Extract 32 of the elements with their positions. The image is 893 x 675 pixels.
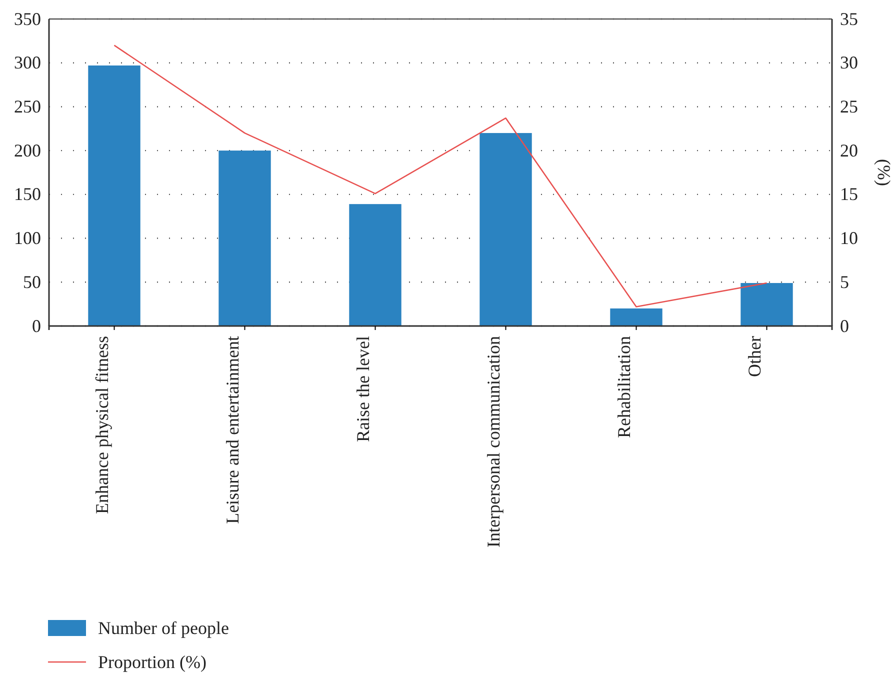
bar	[218, 150, 271, 326]
y2-tick-label: 15	[840, 184, 858, 204]
bar	[480, 133, 532, 326]
y-tick-label: 50	[23, 272, 41, 292]
y2-tick-label: 20	[840, 140, 858, 160]
y2-tick-label: 5	[840, 272, 849, 292]
y-tick-label: 150	[14, 184, 41, 204]
x-tick-label: Raise the level	[352, 336, 373, 442]
y-tick-label: 350	[14, 8, 41, 29]
x-tick-label: Interpersonal communication	[483, 336, 504, 548]
x-tick-label: Other	[744, 336, 764, 377]
x-tick-label: Enhance physical fitness	[92, 336, 112, 514]
y-tick-label: 250	[14, 96, 41, 116]
bar	[88, 65, 140, 326]
y2-tick-label: 0	[840, 316, 849, 336]
bar	[740, 283, 793, 326]
y2-tick-label: 25	[840, 96, 858, 116]
y2-axis-title: (%)	[874, 159, 893, 186]
line-series	[114, 44, 768, 308]
y2-tick-label: 30	[840, 52, 858, 73]
y-tick-label: 0	[32, 316, 41, 336]
bar	[349, 204, 402, 326]
x-tick-label: Rehabilitation	[614, 336, 634, 438]
legend-label: Number of people	[98, 618, 229, 638]
y-tick-label: 300	[14, 52, 41, 73]
y-tick-label: 100	[14, 228, 41, 248]
bar	[610, 308, 662, 326]
y-tick-label: 200	[14, 140, 41, 160]
y2-tick-label: 35	[840, 8, 858, 29]
legend-label: Proportion (%)	[98, 652, 206, 672]
x-tick-label: Leisure and entertainment	[222, 336, 242, 524]
y2-tick-label: 10	[840, 228, 858, 248]
